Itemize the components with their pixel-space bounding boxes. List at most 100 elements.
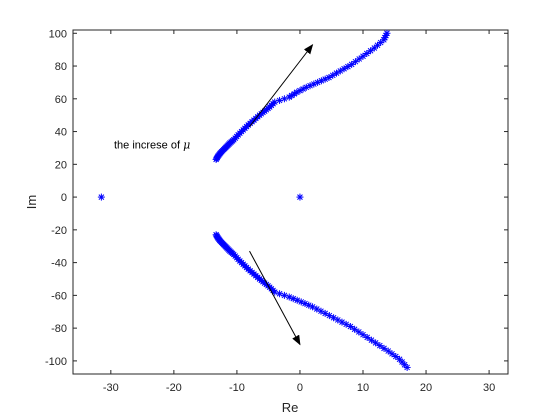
marker-stroke <box>389 350 395 357</box>
y-tick-label: 100 <box>49 28 67 40</box>
lower-branch-point <box>351 325 359 333</box>
marker-stroke <box>392 353 399 360</box>
upper-branch-point <box>276 96 284 104</box>
upper-branch-point <box>355 55 363 63</box>
marker-stroke <box>399 359 405 365</box>
lower-branch-point <box>363 333 371 341</box>
x-tick-label: 30 <box>483 382 495 394</box>
marker-stroke <box>333 70 340 76</box>
lower-branch-point <box>359 331 367 339</box>
lower-branch-point <box>384 347 392 355</box>
marker-stroke <box>98 194 105 200</box>
x-tick-label: -20 <box>166 382 182 394</box>
lower-branch-point <box>376 342 384 350</box>
upper-branch-point <box>333 69 341 77</box>
upper-branch-point <box>383 29 391 37</box>
marker-stroke <box>360 53 366 60</box>
lower-branch-point <box>317 307 325 315</box>
y-tick-label: -20 <box>51 225 67 237</box>
marker-stroke <box>330 314 337 321</box>
x-axis-label: Re <box>282 400 299 415</box>
upper-branch-point <box>340 65 348 73</box>
lower-branch-point <box>346 322 354 330</box>
lower-branch-point <box>280 291 288 299</box>
annotation-words: the increse of <box>114 140 183 152</box>
marker-stroke <box>329 72 336 79</box>
lower-branch-point <box>392 353 400 361</box>
upper-branch-point <box>280 95 288 103</box>
marker-stroke <box>290 295 297 302</box>
marker-stroke <box>286 294 293 300</box>
marker-stroke <box>348 61 355 68</box>
upper-branch-point <box>374 41 381 49</box>
lower-branch-point <box>276 290 284 298</box>
x-tick-label: 0 <box>297 382 303 394</box>
marker-stroke <box>385 348 392 354</box>
upper-branch-point <box>359 52 367 60</box>
marker-stroke <box>341 65 347 72</box>
axis-ticks: -30 -20 -10 0 10 20 30-100-80-60-40-2002040608… <box>45 28 508 394</box>
y-tick-label: -80 <box>51 323 67 335</box>
y-tick-label: -100 <box>45 356 67 368</box>
marker-stroke <box>367 47 374 54</box>
lower-branch-point <box>367 336 375 344</box>
lower-branch-point <box>325 312 333 320</box>
upper-branch-point <box>329 71 337 79</box>
y-axis-label: Im <box>24 195 39 209</box>
x-tick-label: 10 <box>357 382 369 394</box>
marker-stroke <box>363 50 370 57</box>
lower-branch-point <box>309 303 317 311</box>
marker-stroke <box>276 290 283 297</box>
marker-stroke <box>297 194 303 200</box>
x-tick-label: -30 <box>103 382 119 394</box>
lower-branch-point <box>372 339 380 347</box>
y-tick-label: 80 <box>55 61 67 73</box>
marker-stroke <box>281 292 288 299</box>
upper-branch-point <box>348 60 356 68</box>
marker-stroke <box>364 334 371 341</box>
y-tick-label: 20 <box>55 159 67 171</box>
annotations: the increse of μ <box>114 43 314 346</box>
isolated-point <box>97 193 105 201</box>
marker-stroke <box>352 58 359 65</box>
marker-stroke <box>360 331 366 338</box>
lower-branch-point <box>355 328 363 336</box>
marker-stroke <box>401 361 408 368</box>
y-tick-label: 0 <box>61 192 67 204</box>
marker-stroke <box>404 364 410 371</box>
marker-stroke <box>326 74 332 81</box>
upper-branch-point <box>296 87 304 95</box>
marker-stroke <box>343 321 350 328</box>
lower-branch-point <box>380 344 388 352</box>
annotation-mu-symbol: μ <box>183 139 190 152</box>
marker-stroke <box>381 345 387 352</box>
y-tick-label: -60 <box>51 290 67 302</box>
marker-stroke <box>318 308 324 315</box>
marker-stroke <box>396 356 403 363</box>
upper-branch-point <box>344 63 352 71</box>
upper-branch-point <box>351 58 359 66</box>
upper-branch-point <box>336 67 344 75</box>
x-tick-label: -10 <box>229 382 245 394</box>
marker-stroke <box>376 342 383 349</box>
marker-stroke <box>372 340 379 346</box>
marker-stroke <box>356 56 363 62</box>
marker-stroke <box>334 317 341 323</box>
lower-branch-point <box>330 314 338 322</box>
lower-branch-point <box>338 318 346 326</box>
upper-arrow <box>249 43 314 127</box>
marker-stroke <box>337 68 344 74</box>
marker-stroke <box>298 299 305 305</box>
upper-branch-point <box>271 98 279 106</box>
marker-stroke <box>384 30 390 37</box>
marker-stroke <box>347 323 354 330</box>
isolated-point <box>296 193 304 201</box>
lower-branch-point <box>388 350 396 358</box>
marker-stroke <box>351 326 358 333</box>
lower-branch-point <box>403 363 411 371</box>
upper-branch-point <box>367 47 375 55</box>
lower-arrow <box>249 250 301 346</box>
y-tick-label: 40 <box>55 127 67 139</box>
marker-stroke <box>326 312 333 319</box>
